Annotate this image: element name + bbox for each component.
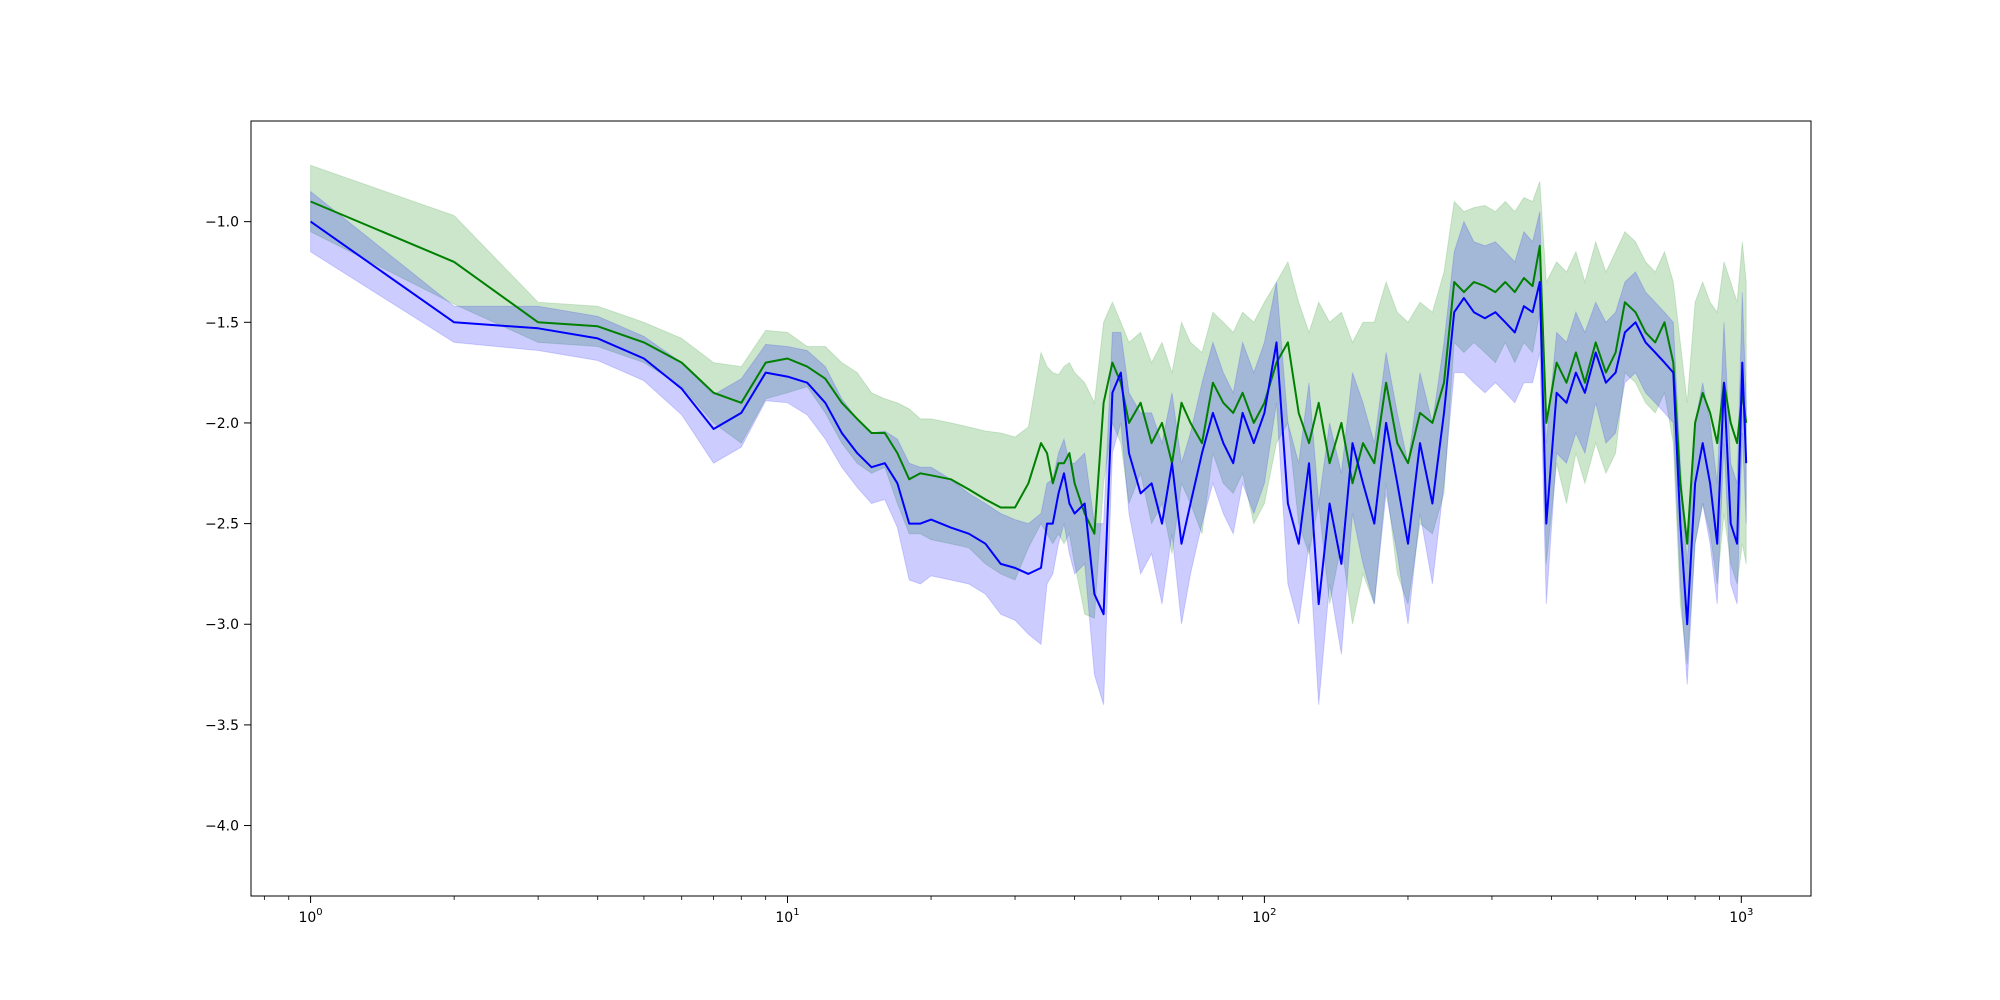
x-tick-label-base: 10 <box>1252 910 1270 926</box>
confidence-bands <box>310 164 1747 705</box>
y-axis: −1.0 −1.5 −2.0 −2.5 −3.0 −3.5 −4.0 <box>205 215 251 835</box>
y-tick-label-3: −2.5 <box>205 517 239 533</box>
x-tick-label-3: 103 <box>1729 907 1753 926</box>
y-tick-label-5: −3.5 <box>205 718 239 734</box>
y-tick-label-6: −4.0 <box>205 819 239 835</box>
y-tick-label-1: −1.5 <box>205 315 239 331</box>
plot-frame <box>250 120 1812 897</box>
x-tick-label-exponent: 2 <box>1270 907 1276 918</box>
x-tick-label-1: 101 <box>775 907 799 926</box>
y-tick-label-4: −3.0 <box>205 617 239 633</box>
series-0-band <box>310 164 1747 665</box>
series-1-line <box>310 220 1748 626</box>
x-axis: 100 101 102 103 <box>263 896 1753 926</box>
x-tick-label-exponent: 1 <box>793 907 799 918</box>
series-1-band <box>310 190 1747 705</box>
x-tick-label-base: 10 <box>1729 910 1747 926</box>
x-tick-label-base: 10 <box>298 910 316 926</box>
x-tick-label-0: 100 <box>298 907 322 926</box>
series-lines <box>310 200 1748 626</box>
x-tick-label-exponent: 3 <box>1747 907 1753 918</box>
x-tick-label-2: 102 <box>1252 907 1276 926</box>
x-tick-label-exponent: 0 <box>316 907 322 918</box>
y-tick-label-2: −2.0 <box>205 416 239 432</box>
x-tick-label-base: 10 <box>775 910 793 926</box>
series-0-line <box>310 200 1748 545</box>
y-tick-label-0: −1.0 <box>205 215 239 231</box>
